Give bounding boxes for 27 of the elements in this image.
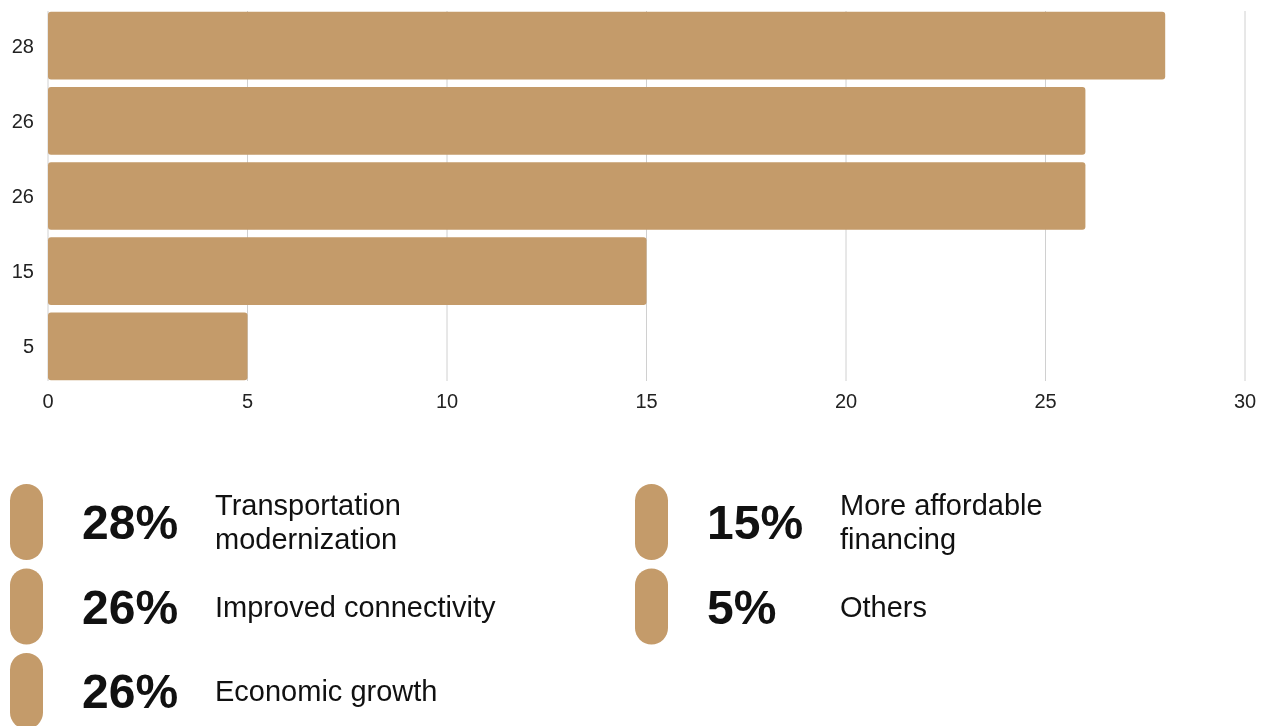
x-tick-label: 25 [1034,390,1057,412]
y-tick-label: 5 [22,335,34,358]
text: Economic growth [215,675,438,708]
bar [48,237,647,306]
y-tick-label: 26 [11,185,34,207]
bar [48,162,1086,230]
text: Improved connectivity [215,590,496,623]
text: Others [840,590,928,623]
y-tick-label: 26 [11,109,34,132]
text: 5% [707,580,777,634]
bar [48,86,1086,155]
bar [48,312,248,381]
text: 28% [82,496,179,550]
x-tick-label: 5 [241,390,254,412]
text: 26% [82,580,179,634]
y-tick-label: 28 [11,34,34,57]
x-tick-label: 10 [435,390,459,412]
x-tick-label: 20 [834,390,858,412]
text: 15% [707,496,804,550]
bar [48,11,1166,80]
text: More affordable financing [840,489,1043,556]
x-tick-label: 30 [1233,390,1257,412]
text: Transportation modernization [215,489,401,556]
x-tick-label: 15 [635,390,658,412]
y-tick-label: 15 [11,260,34,283]
text: 26% [82,665,179,719]
x-tick-label: 0 [42,390,54,412]
